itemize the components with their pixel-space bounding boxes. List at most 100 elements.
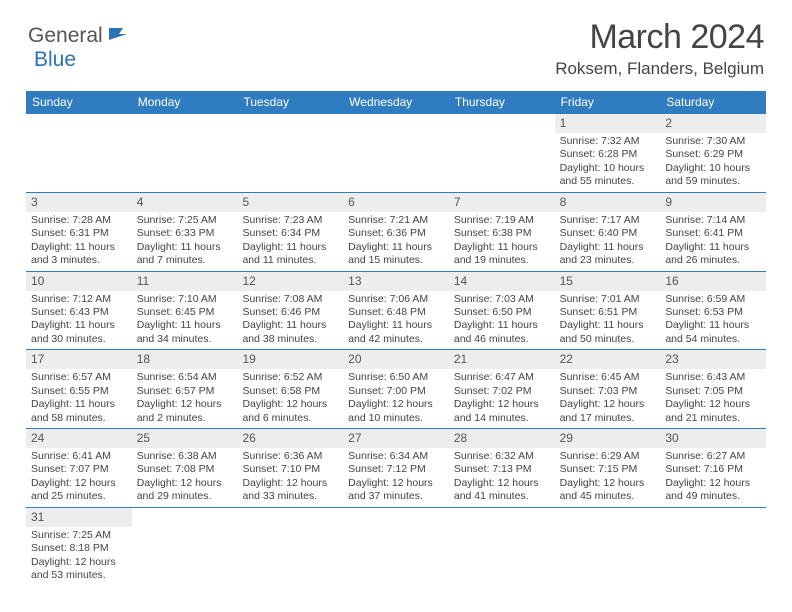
- sunrise-text: Sunrise: 7:08 AM: [242, 293, 338, 306]
- day-number: [343, 508, 449, 527]
- weekday-header-row: Sunday Monday Tuesday Wednesday Thursday…: [26, 91, 766, 114]
- sunrise-text: Sunrise: 7:03 AM: [454, 293, 550, 306]
- sunset-text: Sunset: 6:57 PM: [137, 385, 233, 398]
- daylight-text: Daylight: 11 hours and 7 minutes.: [137, 241, 233, 268]
- day-cell: [343, 508, 449, 586]
- sunrise-text: Sunrise: 6:34 AM: [348, 450, 444, 463]
- sunrise-text: Sunrise: 6:57 AM: [31, 371, 127, 384]
- sunset-text: Sunset: 7:03 PM: [560, 385, 656, 398]
- sunrise-text: Sunrise: 7:01 AM: [560, 293, 656, 306]
- sunset-text: Sunset: 7:08 PM: [137, 463, 233, 476]
- sunrise-text: Sunrise: 7:06 AM: [348, 293, 444, 306]
- day-number: 20: [343, 350, 449, 369]
- daylight-text: Daylight: 12 hours and 37 minutes.: [348, 477, 444, 504]
- daylight-text: Daylight: 10 hours and 59 minutes.: [665, 162, 761, 189]
- weekday-header: Saturday: [660, 91, 766, 114]
- day-cell: 12Sunrise: 7:08 AMSunset: 6:46 PMDayligh…: [237, 272, 343, 350]
- day-data: [343, 133, 449, 138]
- day-data: Sunrise: 7:17 AMSunset: 6:40 PMDaylight:…: [555, 212, 661, 271]
- daylight-text: Daylight: 11 hours and 15 minutes.: [348, 241, 444, 268]
- sunrise-text: Sunrise: 6:38 AM: [137, 450, 233, 463]
- day-data: [132, 133, 238, 138]
- day-data: Sunrise: 7:03 AMSunset: 6:50 PMDaylight:…: [449, 291, 555, 350]
- day-cell: 14Sunrise: 7:03 AMSunset: 6:50 PMDayligh…: [449, 272, 555, 350]
- sunset-text: Sunset: 6:34 PM: [242, 227, 338, 240]
- sunrise-text: Sunrise: 7:25 AM: [137, 214, 233, 227]
- sunset-text: Sunset: 6:33 PM: [137, 227, 233, 240]
- flag-icon: [108, 26, 130, 47]
- daylight-text: Daylight: 11 hours and 11 minutes.: [242, 241, 338, 268]
- sunrise-text: Sunrise: 7:12 AM: [31, 293, 127, 306]
- day-cell: 13Sunrise: 7:06 AMSunset: 6:48 PMDayligh…: [343, 272, 449, 350]
- sunrise-text: Sunrise: 6:45 AM: [560, 371, 656, 384]
- daylight-text: Daylight: 11 hours and 38 minutes.: [242, 319, 338, 346]
- day-number: 31: [26, 508, 132, 527]
- day-number: 23: [660, 350, 766, 369]
- day-number: 5: [237, 193, 343, 212]
- day-data: Sunrise: 6:50 AMSunset: 7:00 PMDaylight:…: [343, 369, 449, 428]
- day-number: 18: [132, 350, 238, 369]
- sunset-text: Sunset: 6:46 PM: [242, 306, 338, 319]
- day-cell: [237, 114, 343, 192]
- day-data: Sunrise: 7:12 AMSunset: 6:43 PMDaylight:…: [26, 291, 132, 350]
- day-number: 9: [660, 193, 766, 212]
- sunset-text: Sunset: 7:05 PM: [665, 385, 761, 398]
- sunrise-text: Sunrise: 7:21 AM: [348, 214, 444, 227]
- day-cell: 31Sunrise: 7:25 AMSunset: 8:18 PMDayligh…: [26, 508, 132, 586]
- sunset-text: Sunset: 6:48 PM: [348, 306, 444, 319]
- daylight-text: Daylight: 11 hours and 46 minutes.: [454, 319, 550, 346]
- day-data: [343, 527, 449, 532]
- sunrise-text: Sunrise: 6:41 AM: [31, 450, 127, 463]
- sunset-text: Sunset: 6:50 PM: [454, 306, 550, 319]
- day-data: Sunrise: 7:06 AMSunset: 6:48 PMDaylight:…: [343, 291, 449, 350]
- day-cell: 29Sunrise: 6:29 AMSunset: 7:15 PMDayligh…: [555, 429, 661, 507]
- day-data: Sunrise: 6:54 AMSunset: 6:57 PMDaylight:…: [132, 369, 238, 428]
- day-cell: 30Sunrise: 6:27 AMSunset: 7:16 PMDayligh…: [660, 429, 766, 507]
- day-number: 28: [449, 429, 555, 448]
- day-cell: 9Sunrise: 7:14 AMSunset: 6:41 PMDaylight…: [660, 193, 766, 271]
- daylight-text: Daylight: 11 hours and 34 minutes.: [137, 319, 233, 346]
- daylight-text: Daylight: 12 hours and 21 minutes.: [665, 398, 761, 425]
- sunset-text: Sunset: 6:43 PM: [31, 306, 127, 319]
- sunset-text: Sunset: 6:40 PM: [560, 227, 656, 240]
- weekday-header: Sunday: [26, 91, 132, 114]
- day-cell: [343, 114, 449, 192]
- day-data: [555, 527, 661, 532]
- week-row: 3Sunrise: 7:28 AMSunset: 6:31 PMDaylight…: [26, 193, 766, 272]
- calendar: Sunday Monday Tuesday Wednesday Thursday…: [26, 91, 766, 586]
- day-cell: 26Sunrise: 6:36 AMSunset: 7:10 PMDayligh…: [237, 429, 343, 507]
- sunset-text: Sunset: 6:28 PM: [560, 148, 656, 161]
- weekday-header: Tuesday: [237, 91, 343, 114]
- logo: General: [28, 18, 132, 48]
- day-number: 19: [237, 350, 343, 369]
- day-cell: 6Sunrise: 7:21 AMSunset: 6:36 PMDaylight…: [343, 193, 449, 271]
- day-cell: [132, 508, 238, 586]
- day-number: 26: [237, 429, 343, 448]
- day-number: 2: [660, 114, 766, 133]
- day-cell: [132, 114, 238, 192]
- sunrise-text: Sunrise: 7:19 AM: [454, 214, 550, 227]
- sunrise-text: Sunrise: 7:25 AM: [31, 529, 127, 542]
- page-header: General March 2024 Roksem, Flanders, Bel…: [0, 0, 792, 87]
- week-row: 17Sunrise: 6:57 AMSunset: 6:55 PMDayligh…: [26, 350, 766, 429]
- sunset-text: Sunset: 7:00 PM: [348, 385, 444, 398]
- daylight-text: Daylight: 10 hours and 55 minutes.: [560, 162, 656, 189]
- day-number: [237, 508, 343, 527]
- sunset-text: Sunset: 7:10 PM: [242, 463, 338, 476]
- day-data: Sunrise: 7:19 AMSunset: 6:38 PMDaylight:…: [449, 212, 555, 271]
- daylight-text: Daylight: 12 hours and 2 minutes.: [137, 398, 233, 425]
- day-cell: 11Sunrise: 7:10 AMSunset: 6:45 PMDayligh…: [132, 272, 238, 350]
- sunset-text: Sunset: 7:12 PM: [348, 463, 444, 476]
- day-number: 16: [660, 272, 766, 291]
- day-number: 30: [660, 429, 766, 448]
- logo-text-general: General: [28, 24, 103, 48]
- day-cell: [449, 114, 555, 192]
- sunset-text: Sunset: 6:31 PM: [31, 227, 127, 240]
- day-number: 13: [343, 272, 449, 291]
- week-row: 24Sunrise: 6:41 AMSunset: 7:07 PMDayligh…: [26, 429, 766, 508]
- daylight-text: Daylight: 12 hours and 53 minutes.: [31, 556, 127, 583]
- day-cell: [237, 508, 343, 586]
- day-cell: [555, 508, 661, 586]
- weekday-header: Friday: [555, 91, 661, 114]
- sunrise-text: Sunrise: 7:17 AM: [560, 214, 656, 227]
